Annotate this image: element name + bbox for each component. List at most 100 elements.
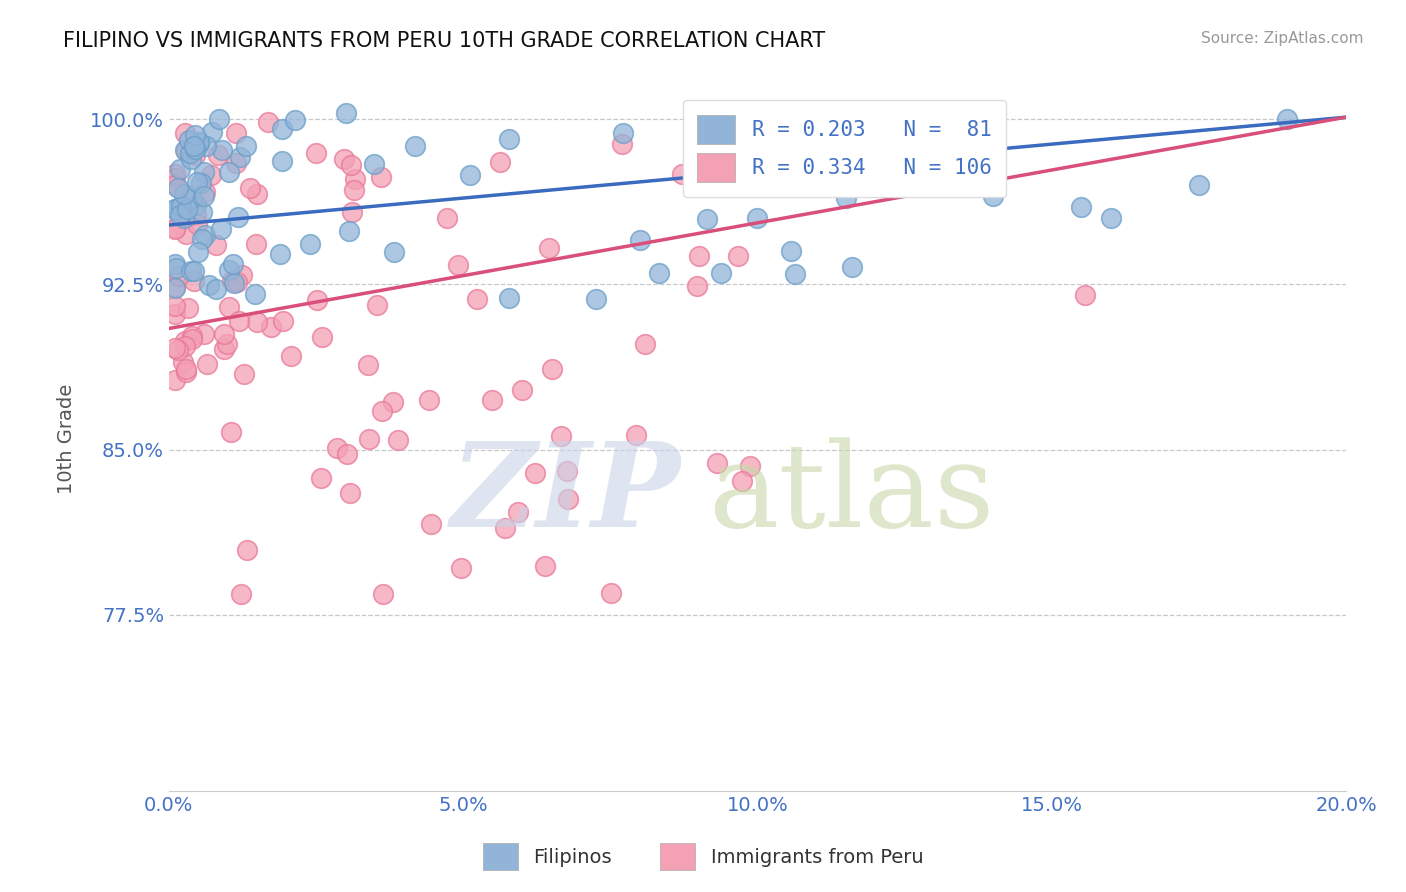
Point xyxy=(183,139,205,153)
Point xyxy=(174,339,197,353)
Point xyxy=(339,485,361,500)
Point xyxy=(193,189,215,203)
Point xyxy=(186,208,208,222)
Point xyxy=(226,275,249,289)
Point xyxy=(183,274,205,288)
Point xyxy=(172,354,194,368)
Point xyxy=(163,281,186,295)
Legend: R = 0.203   N =  81, R = 0.334   N = 106: R = 0.203 N = 81, R = 0.334 N = 106 xyxy=(683,100,1007,197)
Point xyxy=(271,122,294,136)
Point xyxy=(163,202,186,216)
Point xyxy=(366,298,388,312)
Point xyxy=(336,447,359,461)
Point xyxy=(228,314,250,328)
Point xyxy=(165,341,187,355)
Point xyxy=(163,168,186,182)
Point xyxy=(280,350,302,364)
Point xyxy=(186,138,208,153)
Point xyxy=(173,187,195,202)
Point xyxy=(382,245,405,260)
Point xyxy=(190,176,212,190)
Point xyxy=(193,326,215,341)
Point xyxy=(555,464,578,478)
Point xyxy=(418,393,440,408)
Point xyxy=(219,425,242,440)
Text: atlas: atlas xyxy=(709,437,995,552)
Point xyxy=(174,126,197,140)
Point xyxy=(187,136,209,151)
Point xyxy=(382,395,405,409)
Point xyxy=(166,343,188,357)
Point xyxy=(187,245,209,260)
Legend: Filipinos, Immigrants from Peru: Filipinos, Immigrants from Peru xyxy=(475,835,931,878)
Point xyxy=(229,587,252,601)
Point xyxy=(524,466,547,480)
Point xyxy=(184,128,207,142)
Point xyxy=(174,143,197,157)
Point xyxy=(201,125,224,139)
Point xyxy=(225,126,247,140)
Point xyxy=(163,202,186,217)
Point xyxy=(671,167,693,181)
Point xyxy=(534,558,557,573)
Point xyxy=(420,516,443,531)
Point xyxy=(169,162,191,177)
Point xyxy=(184,148,207,162)
Point xyxy=(194,227,217,242)
Point xyxy=(209,221,232,235)
Point xyxy=(246,186,269,201)
Point xyxy=(246,315,269,329)
Point xyxy=(174,365,197,379)
Point xyxy=(498,132,520,146)
Point xyxy=(333,152,356,166)
Point xyxy=(184,197,207,211)
Point xyxy=(489,155,512,169)
Point xyxy=(628,234,651,248)
Point xyxy=(696,212,718,227)
Point xyxy=(163,170,186,185)
Point xyxy=(510,384,533,398)
Point xyxy=(612,126,634,140)
Point xyxy=(1188,178,1211,193)
Point xyxy=(703,120,725,134)
Point xyxy=(190,232,212,246)
Point xyxy=(179,133,201,147)
Point xyxy=(835,190,858,204)
Point xyxy=(212,343,235,357)
Point xyxy=(236,543,259,558)
Point xyxy=(188,135,211,149)
Point xyxy=(363,157,385,171)
Point xyxy=(183,263,205,277)
Point xyxy=(173,211,195,225)
Point xyxy=(557,492,579,507)
Point xyxy=(585,293,607,307)
Point xyxy=(780,244,803,258)
Point xyxy=(179,146,201,161)
Point xyxy=(541,361,564,376)
Point xyxy=(599,586,621,600)
Point xyxy=(163,280,186,294)
Text: Source: ZipAtlas.com: Source: ZipAtlas.com xyxy=(1201,31,1364,46)
Point xyxy=(231,268,253,282)
Point xyxy=(340,159,363,173)
Point xyxy=(326,441,349,455)
Point xyxy=(243,287,266,301)
Point xyxy=(163,299,186,313)
Point xyxy=(981,189,1004,203)
Point xyxy=(204,237,226,252)
Point xyxy=(186,217,208,231)
Point xyxy=(224,276,246,290)
Point xyxy=(309,471,332,485)
Point xyxy=(305,293,328,307)
Point xyxy=(217,336,239,351)
Point xyxy=(706,456,728,470)
Point xyxy=(163,373,186,387)
Point xyxy=(506,505,529,519)
Point xyxy=(740,458,762,473)
Point xyxy=(731,474,754,488)
Point xyxy=(305,145,328,160)
Point xyxy=(1099,211,1122,226)
Point xyxy=(176,202,198,216)
Point xyxy=(167,268,190,283)
Point xyxy=(165,260,187,275)
